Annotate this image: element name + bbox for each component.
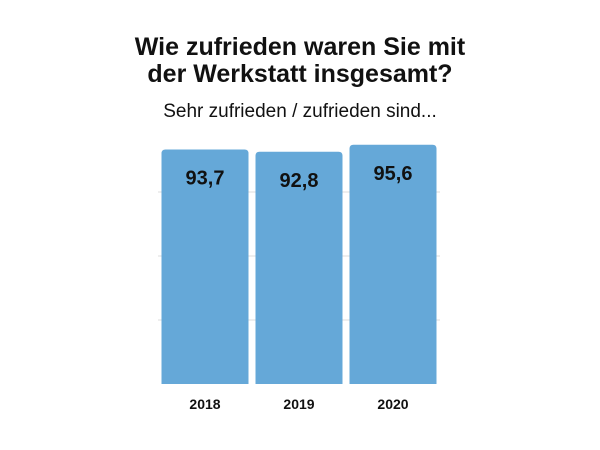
value-label-2019: 92,8 xyxy=(280,170,319,192)
bar-2019 xyxy=(255,151,343,384)
bar-2018 xyxy=(161,149,249,384)
value-label-2020: 95,6 xyxy=(374,163,413,185)
value-label-2018: 93,7 xyxy=(186,168,225,190)
chart-subtitle: Sehr zufrieden / zufrieden sind... xyxy=(163,101,437,122)
chart-title-line-1: Wie zufrieden waren Sie mit xyxy=(134,33,466,61)
x-tick-label-2019: 2019 xyxy=(283,396,314,412)
bar-2020 xyxy=(349,144,437,384)
x-tick-label-2018: 2018 xyxy=(189,396,220,412)
x-tick-label-2020: 2020 xyxy=(377,396,408,412)
chart-title: Wie zufrieden waren Sie mit der Werkstat… xyxy=(0,34,600,88)
chart-title-line-2: der Werkstatt insgesamt? xyxy=(147,60,453,88)
